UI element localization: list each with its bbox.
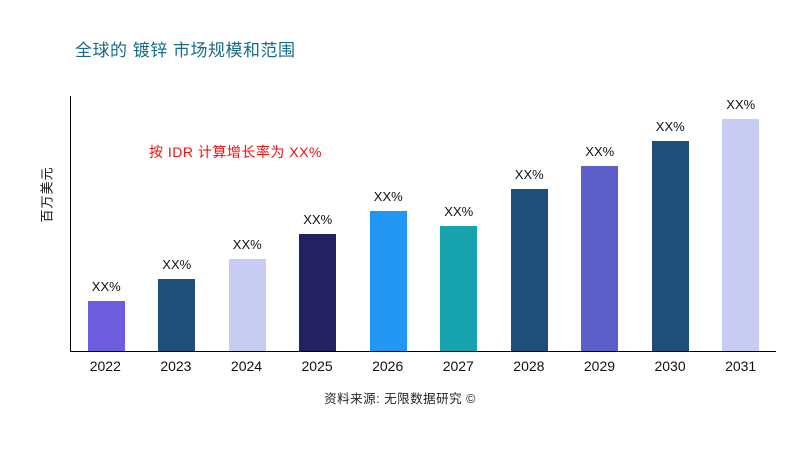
x-tick-2027: 2027 [442, 358, 474, 374]
chart-title: 全球的 镀锌 市场规模和范围 [75, 41, 296, 60]
bar-2024 [228, 258, 266, 351]
bar-2029 [581, 166, 619, 351]
x-tick-2022: 2022 [89, 358, 121, 374]
growth-rate-annotation: 按 IDR 计算增长率为 XX% [149, 144, 322, 160]
bar-slot-2031: XX% [706, 96, 777, 351]
bar-value-label: XX% [585, 144, 615, 159]
bar-2027 [440, 226, 478, 351]
y-axis-label: 百万美元 [39, 166, 55, 223]
bar-value-label: XX% [726, 96, 756, 112]
x-tick-2023: 2023 [160, 358, 192, 374]
x-tick-2025: 2025 [301, 358, 333, 374]
bar-slot-2022: XX% [71, 96, 142, 351]
x-axis-labels: 2022 2023 2024 2025 2026 2027 2028 2029 2030 2031 [70, 358, 776, 374]
x-tick-2026: 2026 [372, 358, 404, 374]
bar-value-label: XX% [303, 211, 333, 227]
bar-slot-2026: XX% [353, 96, 424, 351]
bar-value-label: XX% [373, 189, 403, 204]
x-tick-2030: 2030 [654, 358, 686, 374]
bar-slot-2029: XX% [565, 96, 636, 351]
bar-2028 [510, 188, 548, 351]
bar-value-label: XX% [91, 279, 121, 294]
bar-series: XX% XX% XX% XX% XX% XX% XX% XX% XX% XX% [71, 96, 776, 351]
bar-value-label: XX% [655, 119, 685, 134]
bar-slot-2028: XX% [494, 96, 565, 351]
x-tick-2024: 2024 [230, 358, 263, 374]
plot-area: 按 IDR 计算增长率为 XX% XX% XX% XX% XX% XX% XX% XX% XX… [70, 96, 776, 352]
bar-slot-2030: XX% [635, 96, 706, 351]
bar-slot-2023: XX% [142, 96, 213, 351]
source-note: 资料来源: 无限数据研究 © [324, 392, 476, 406]
bar-2022 [87, 301, 125, 351]
bar-slot-2024: XX% [212, 96, 283, 351]
bar-value-label: XX% [444, 204, 474, 219]
bar-value-label: XX% [514, 166, 544, 182]
x-tick-2028: 2028 [513, 358, 545, 374]
bar-value-label: XX% [162, 256, 192, 272]
bar-2023 [158, 278, 196, 351]
bar-value-label: XX% [232, 236, 262, 252]
bar-slot-2027: XX% [424, 96, 495, 351]
bar-2030 [651, 141, 689, 351]
bar-slot-2025: XX% [283, 96, 354, 351]
x-tick-2031: 2031 [725, 358, 757, 374]
bar-2031 [722, 118, 760, 351]
bar-2025 [299, 233, 337, 351]
bar-2026 [369, 211, 407, 351]
x-tick-2029: 2029 [583, 358, 616, 374]
